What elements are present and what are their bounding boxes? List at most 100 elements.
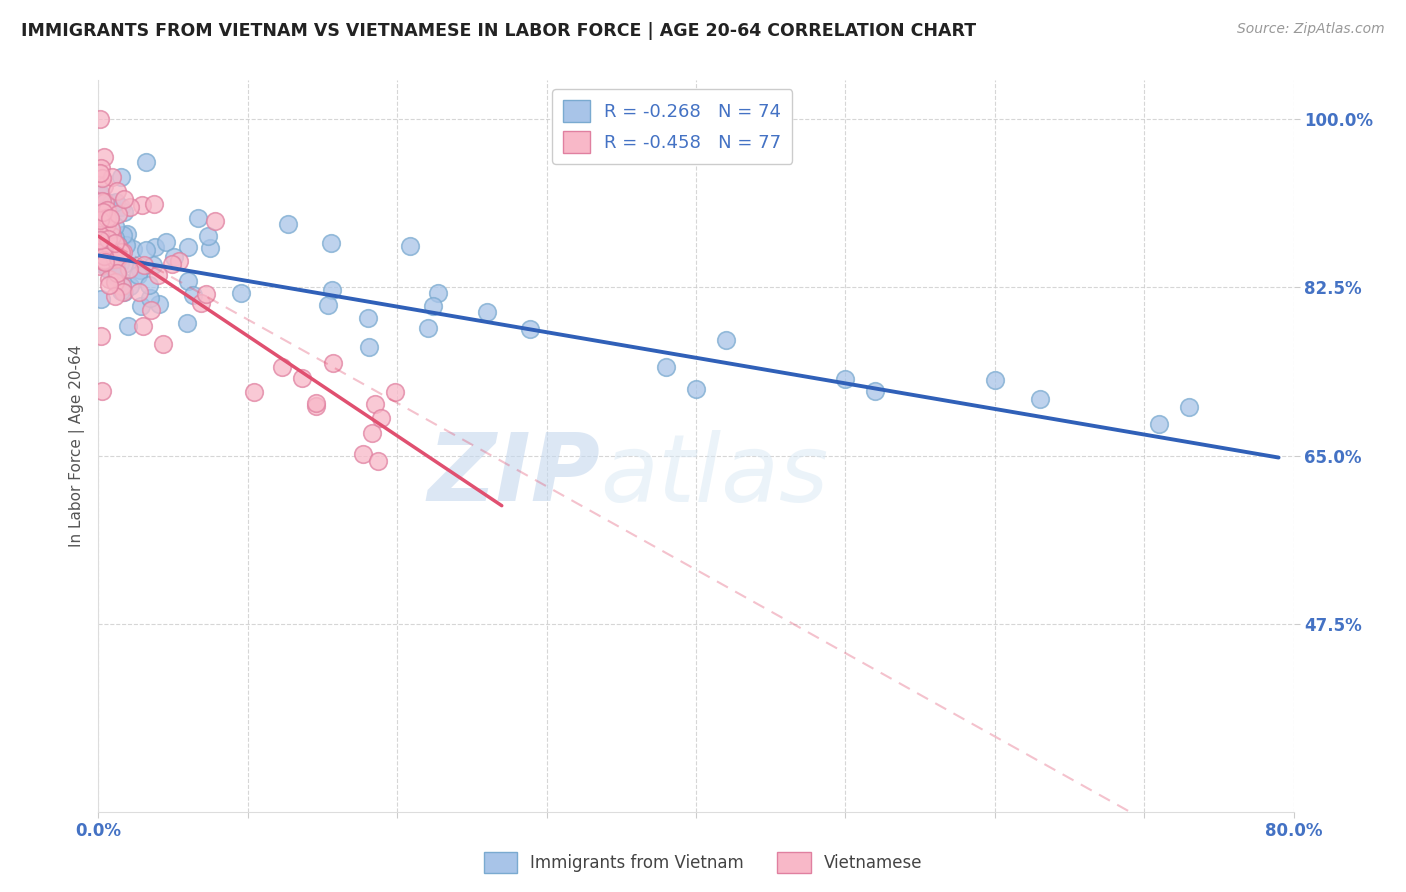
Point xyxy=(167,254,190,268)
Point xyxy=(834,371,856,385)
Point xyxy=(163,251,186,265)
Point xyxy=(176,317,198,331)
Point xyxy=(361,425,384,440)
Point xyxy=(90,188,112,202)
Point xyxy=(110,284,132,298)
Point xyxy=(143,196,166,211)
Point xyxy=(370,411,392,425)
Point xyxy=(305,396,328,410)
Point xyxy=(177,240,200,254)
Point xyxy=(111,274,134,288)
Point xyxy=(152,337,174,351)
Legend: Immigrants from Vietnam, Vietnamese: Immigrants from Vietnam, Vietnamese xyxy=(477,846,929,880)
Point xyxy=(104,219,127,234)
Point xyxy=(367,454,389,468)
Point xyxy=(108,255,131,269)
Point xyxy=(190,296,212,310)
Point xyxy=(148,297,170,311)
Point xyxy=(107,251,129,265)
Point xyxy=(90,171,112,186)
Point xyxy=(197,228,219,243)
Point xyxy=(90,161,112,176)
Point xyxy=(98,264,121,278)
Point xyxy=(94,255,117,269)
Point xyxy=(100,195,122,210)
Point xyxy=(89,259,111,273)
Point xyxy=(352,447,374,461)
Point xyxy=(181,288,204,302)
Point xyxy=(96,203,118,218)
Point xyxy=(229,286,252,301)
Point xyxy=(89,234,111,248)
Point xyxy=(321,283,343,297)
Point xyxy=(112,205,135,219)
Point xyxy=(93,205,115,219)
Point xyxy=(101,253,124,268)
Point xyxy=(93,150,115,164)
Point xyxy=(146,268,169,283)
Point xyxy=(96,260,118,275)
Point xyxy=(357,340,380,354)
Point xyxy=(139,303,162,318)
Point xyxy=(139,291,162,305)
Point xyxy=(118,262,141,277)
Point xyxy=(134,258,156,272)
Point xyxy=(112,256,135,270)
Point xyxy=(121,242,143,256)
Point xyxy=(94,195,117,210)
Point xyxy=(94,232,117,246)
Point xyxy=(422,299,444,313)
Point xyxy=(984,373,1007,387)
Point xyxy=(1028,392,1050,406)
Point xyxy=(91,215,114,229)
Point xyxy=(131,198,153,212)
Point xyxy=(865,384,887,399)
Point xyxy=(96,217,118,231)
Point xyxy=(110,200,132,214)
Point xyxy=(291,371,314,385)
Point xyxy=(155,235,177,250)
Point xyxy=(399,239,422,253)
Point xyxy=(105,184,128,198)
Point xyxy=(112,285,135,299)
Point xyxy=(129,299,152,313)
Point xyxy=(160,257,183,271)
Point xyxy=(96,242,118,256)
Point xyxy=(93,179,115,194)
Point xyxy=(135,155,157,169)
Point xyxy=(93,249,115,263)
Point xyxy=(96,211,118,225)
Point xyxy=(89,166,111,180)
Point xyxy=(104,231,127,245)
Point xyxy=(194,287,217,301)
Point xyxy=(91,194,114,208)
Point xyxy=(104,289,127,303)
Point xyxy=(97,257,120,271)
Legend: R = -0.268   N = 74, R = -0.458   N = 77: R = -0.268 N = 74, R = -0.458 N = 77 xyxy=(553,89,792,164)
Point xyxy=(89,213,111,227)
Point xyxy=(90,186,112,201)
Point xyxy=(1147,417,1170,431)
Point xyxy=(111,278,134,293)
Point xyxy=(89,256,111,270)
Point xyxy=(104,268,127,283)
Point xyxy=(107,237,129,252)
Point xyxy=(104,252,127,266)
Point xyxy=(107,239,129,253)
Point xyxy=(91,384,114,399)
Point xyxy=(277,217,299,231)
Point xyxy=(127,268,149,282)
Point xyxy=(97,238,120,252)
Point xyxy=(105,262,128,277)
Point xyxy=(427,285,450,300)
Point xyxy=(384,384,406,399)
Point xyxy=(90,329,112,343)
Point xyxy=(204,214,226,228)
Point xyxy=(100,170,122,185)
Point xyxy=(685,382,707,396)
Point xyxy=(418,320,440,334)
Point xyxy=(104,195,127,210)
Point xyxy=(117,318,139,333)
Point xyxy=(89,227,111,242)
Point xyxy=(89,235,111,249)
